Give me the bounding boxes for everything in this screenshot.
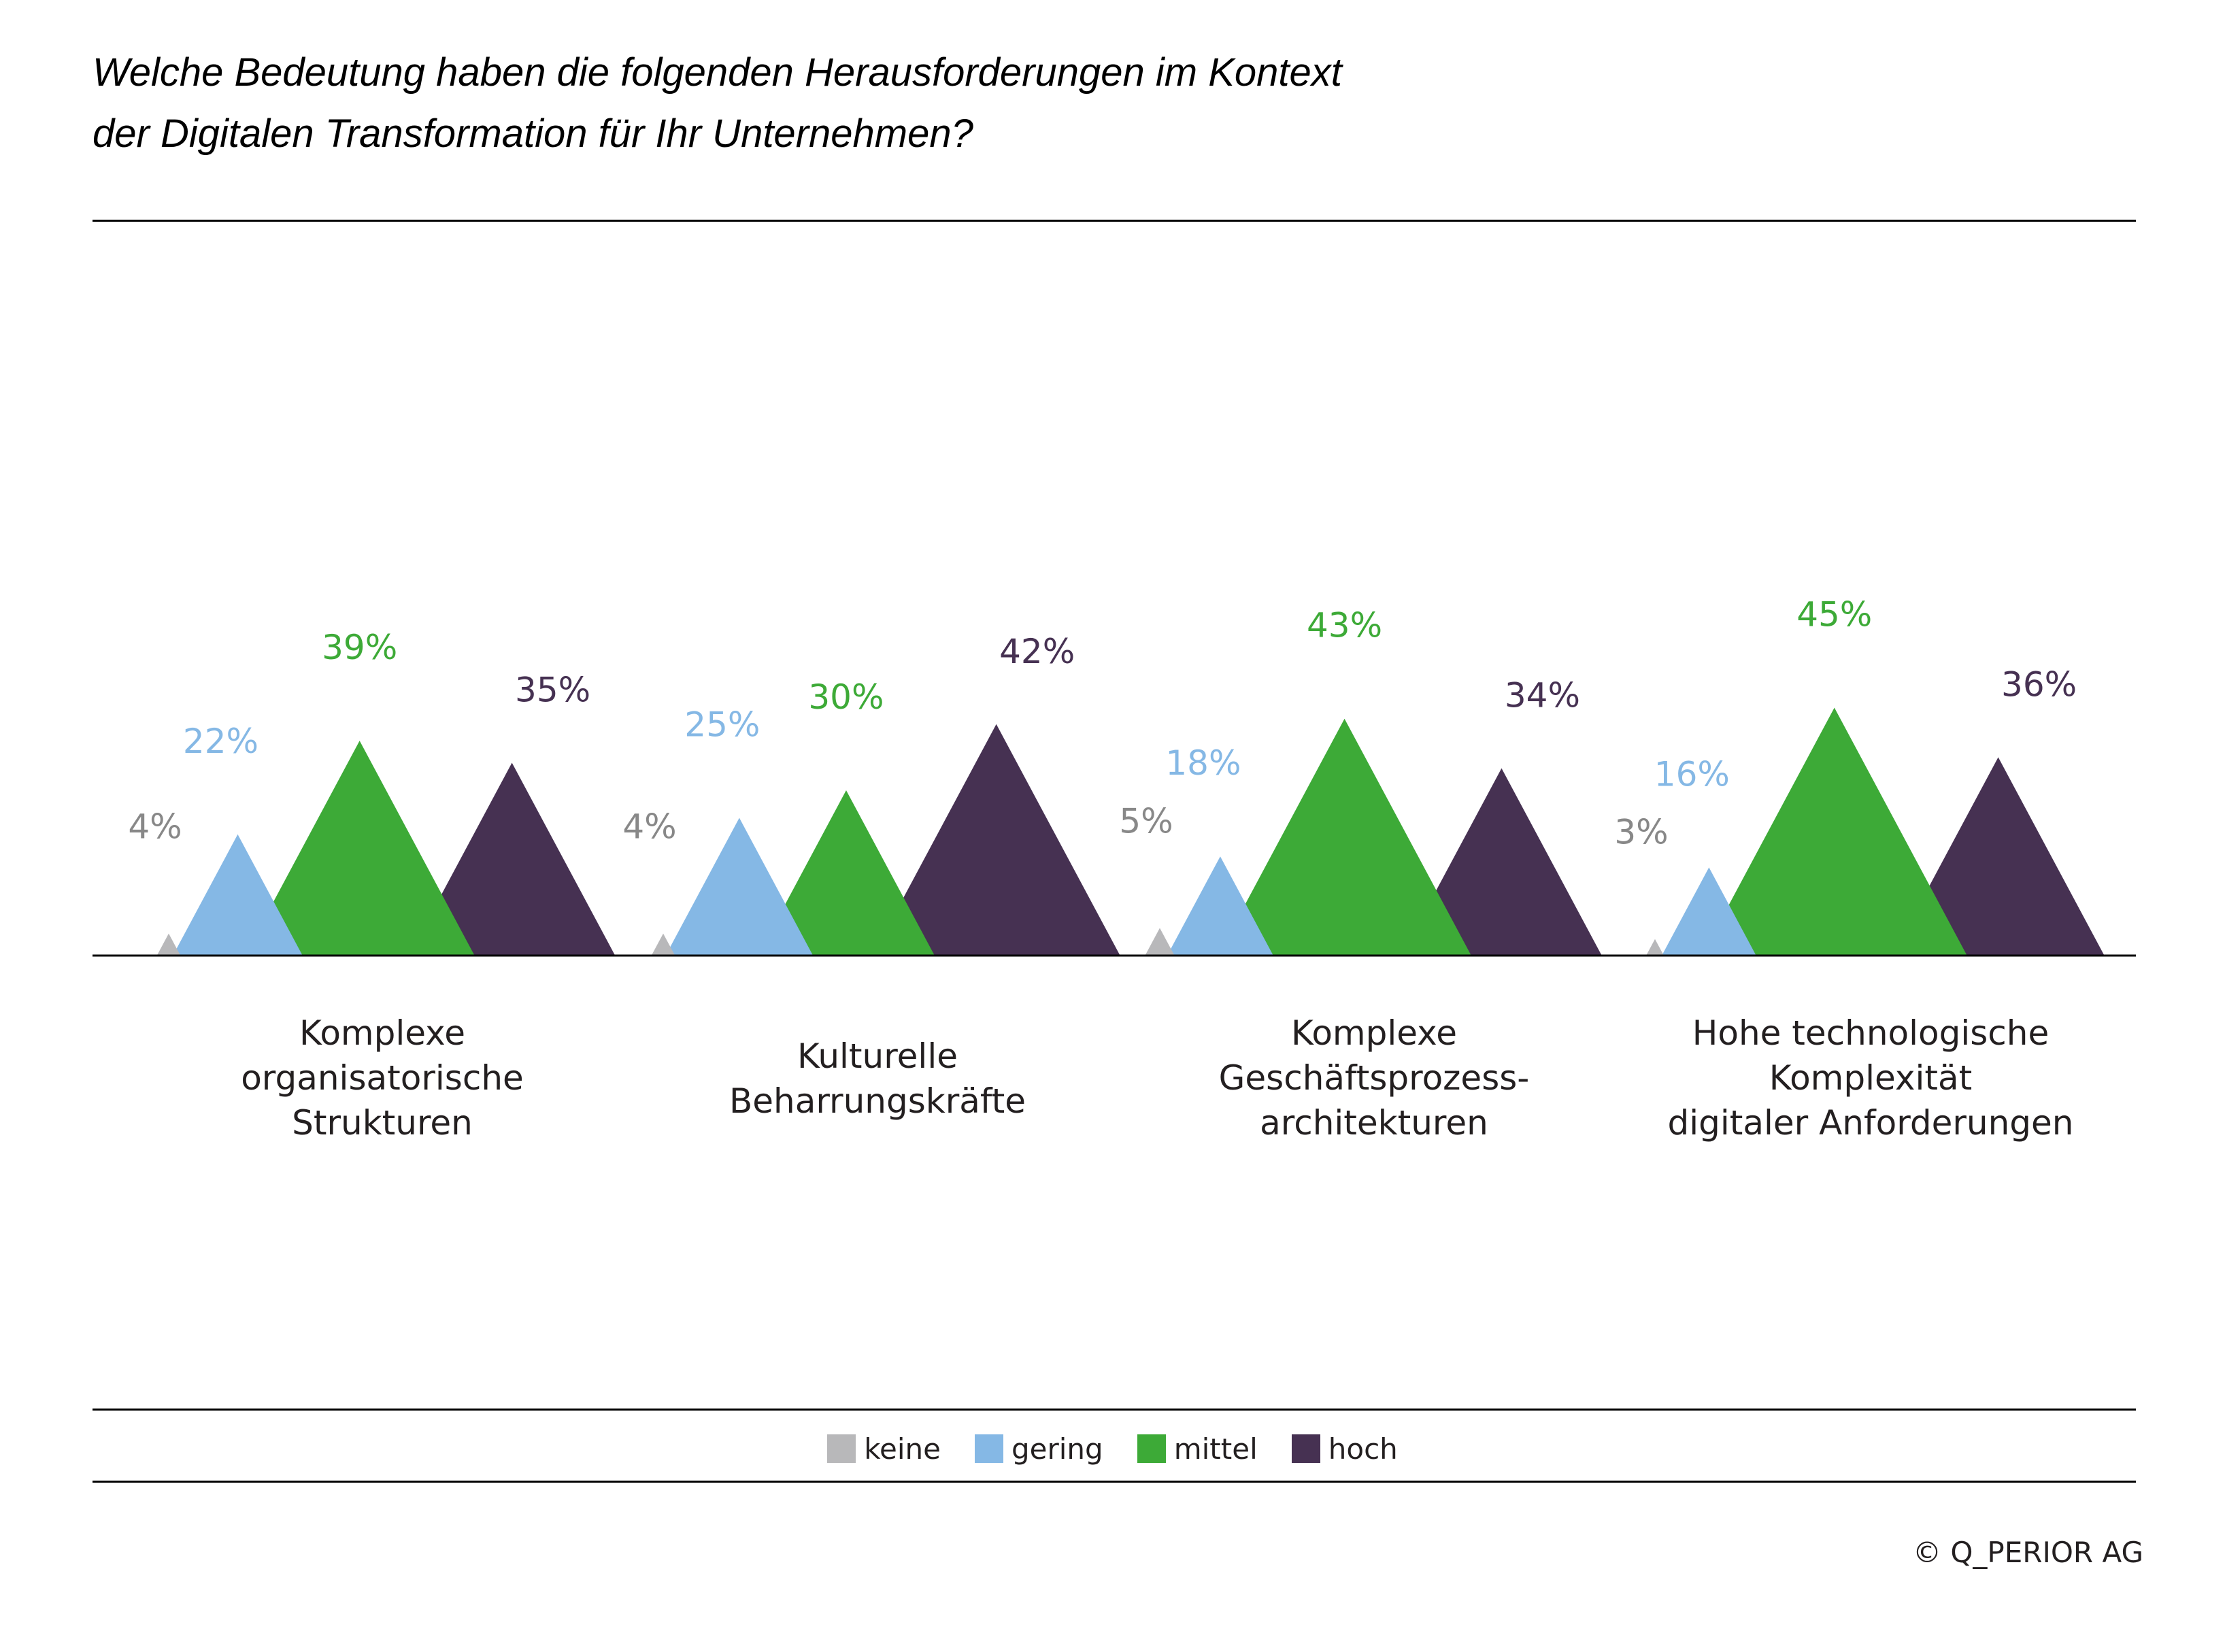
top-rule xyxy=(93,220,2136,222)
triangle-keine-cat3 xyxy=(1145,928,1175,956)
value-label-keine-cat3: 5% xyxy=(1119,802,1173,841)
value-label-mittel-cat2: 30% xyxy=(808,677,884,717)
legend-item-hoch: hoch xyxy=(1291,1432,1398,1466)
value-label-hoch-cat1: 35% xyxy=(515,671,590,710)
chart-labels: 4% 22% 39% 35% Komplexe organisatorische Struk… xyxy=(128,595,2077,1143)
triangle-hoch-cat4 xyxy=(1892,757,2105,956)
triangle-gering-cat2 xyxy=(665,817,814,956)
category-label-2-line-1: Kulturelle xyxy=(797,1036,958,1076)
value-label-hoch-cat4: 36% xyxy=(2001,664,2077,704)
legend-swatch-hoch xyxy=(1291,1434,1320,1463)
legend-item-gering: gering xyxy=(975,1432,1103,1466)
chart-title-line-1: Welche Bedeutung haben die folgenden Her… xyxy=(93,50,1342,95)
category-label-4-line-3: digitaler Anforderungen xyxy=(1668,1103,2074,1143)
value-label-gering-cat3: 18% xyxy=(1165,743,1241,783)
triangle-mittel-cat1 xyxy=(244,741,475,956)
value-label-gering-cat2: 25% xyxy=(684,705,760,745)
triangle-gering-cat4 xyxy=(1662,867,1756,956)
value-label-gering-cat1: 22% xyxy=(183,722,258,761)
value-label-keine-cat4: 3% xyxy=(1614,813,1668,852)
category-label-1-line-1: Komplexe xyxy=(299,1013,465,1053)
category-label-4-line-1: Hohe technologische xyxy=(1692,1013,2049,1053)
triangle-gering-cat3 xyxy=(1167,856,1273,956)
legend-swatch-mittel xyxy=(1137,1434,1166,1463)
legend-label-gering: gering xyxy=(1011,1432,1103,1466)
category-label-3-line-2: Geschäftsprozess- xyxy=(1219,1058,1530,1098)
triangle-keine-cat2 xyxy=(651,933,675,956)
category-label-2-line-2: Beharrungskräfte xyxy=(729,1081,1026,1121)
value-label-keine-cat1: 4% xyxy=(128,807,182,847)
triangle-mittel-cat3 xyxy=(1218,718,1471,956)
value-label-mittel-cat1: 39% xyxy=(322,628,397,667)
legend-label-mittel: mittel xyxy=(1173,1432,1258,1466)
category-label-1-line-3: Strukturen xyxy=(292,1103,473,1143)
value-label-keine-cat2: 4% xyxy=(622,807,676,847)
triangle-keine-cat1 xyxy=(156,933,181,956)
category-label-3-line-3: architekturen xyxy=(1260,1103,1488,1143)
legend-label-keine: keine xyxy=(864,1432,941,1466)
category-label-1-line-2: organisatorische xyxy=(241,1058,524,1098)
category-label-3-line-1: Komplexe xyxy=(1291,1013,1457,1053)
triangle-mittel-cat2 xyxy=(757,790,935,956)
triangle-hoch-cat1 xyxy=(408,762,616,956)
chart-title-line-2: der Digitalen Transformation für Ihr Unt… xyxy=(93,112,973,156)
legend-swatch-gering xyxy=(975,1434,1003,1463)
copyright-text: © Q_PERIOR AG xyxy=(1913,1536,2143,1569)
triangle-hoch-cat3 xyxy=(1401,768,1602,956)
triangle-gering-cat1 xyxy=(173,834,303,956)
chart-title: Welche Bedeutung haben die folgenden Her… xyxy=(93,42,1725,165)
legend: keine gering mittel hoch xyxy=(0,1428,2225,1469)
legend-label-hoch: hoch xyxy=(1328,1432,1398,1466)
value-label-mittel-cat4: 45% xyxy=(1796,595,1872,635)
value-label-hoch-cat2: 42% xyxy=(999,632,1075,671)
value-label-hoch-cat3: 34% xyxy=(1505,676,1580,715)
value-label-mittel-cat3: 43% xyxy=(1307,606,1382,645)
chart-marks xyxy=(156,707,2105,956)
category-label-4-line-2: Komplexität xyxy=(1769,1058,1972,1098)
triangle-keine-cat4 xyxy=(1645,939,1664,956)
legend-item-mittel: mittel xyxy=(1137,1432,1258,1466)
triangle-mittel-cat4 xyxy=(1701,707,1967,956)
value-label-gering-cat4: 16% xyxy=(1654,754,1730,794)
triangle-hoch-cat2 xyxy=(872,724,1120,956)
legend-swatch-keine xyxy=(827,1434,856,1463)
legend-top-rule xyxy=(93,1409,2136,1411)
legend-bottom-rule xyxy=(93,1481,2136,1483)
legend-item-keine: keine xyxy=(827,1432,941,1466)
